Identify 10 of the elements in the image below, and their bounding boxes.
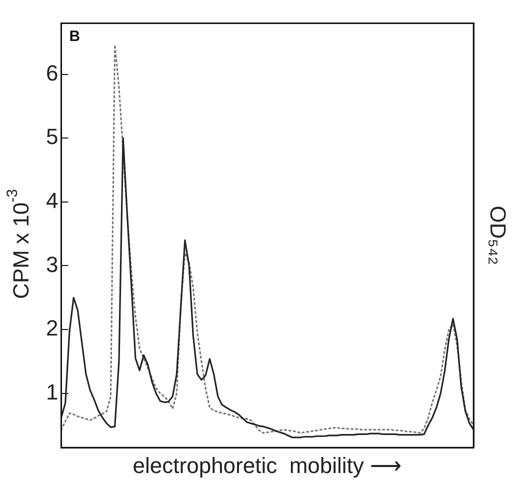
y-tick-label: 5 (46, 124, 58, 150)
y-tick-label: 1 (46, 379, 58, 404)
y-tick-label: 2 (46, 316, 58, 341)
annotation: B (69, 28, 80, 45)
y-tick-label: 4 (46, 188, 58, 213)
y-tick-label: 3 (46, 252, 58, 277)
line-series (60, 44, 474, 434)
y2-axis-title: OD₅₄₂ (486, 206, 511, 266)
x-axis-title: electrophoretic mobility ⟶ (132, 452, 402, 478)
y-tick-label: 6 (46, 60, 58, 86)
